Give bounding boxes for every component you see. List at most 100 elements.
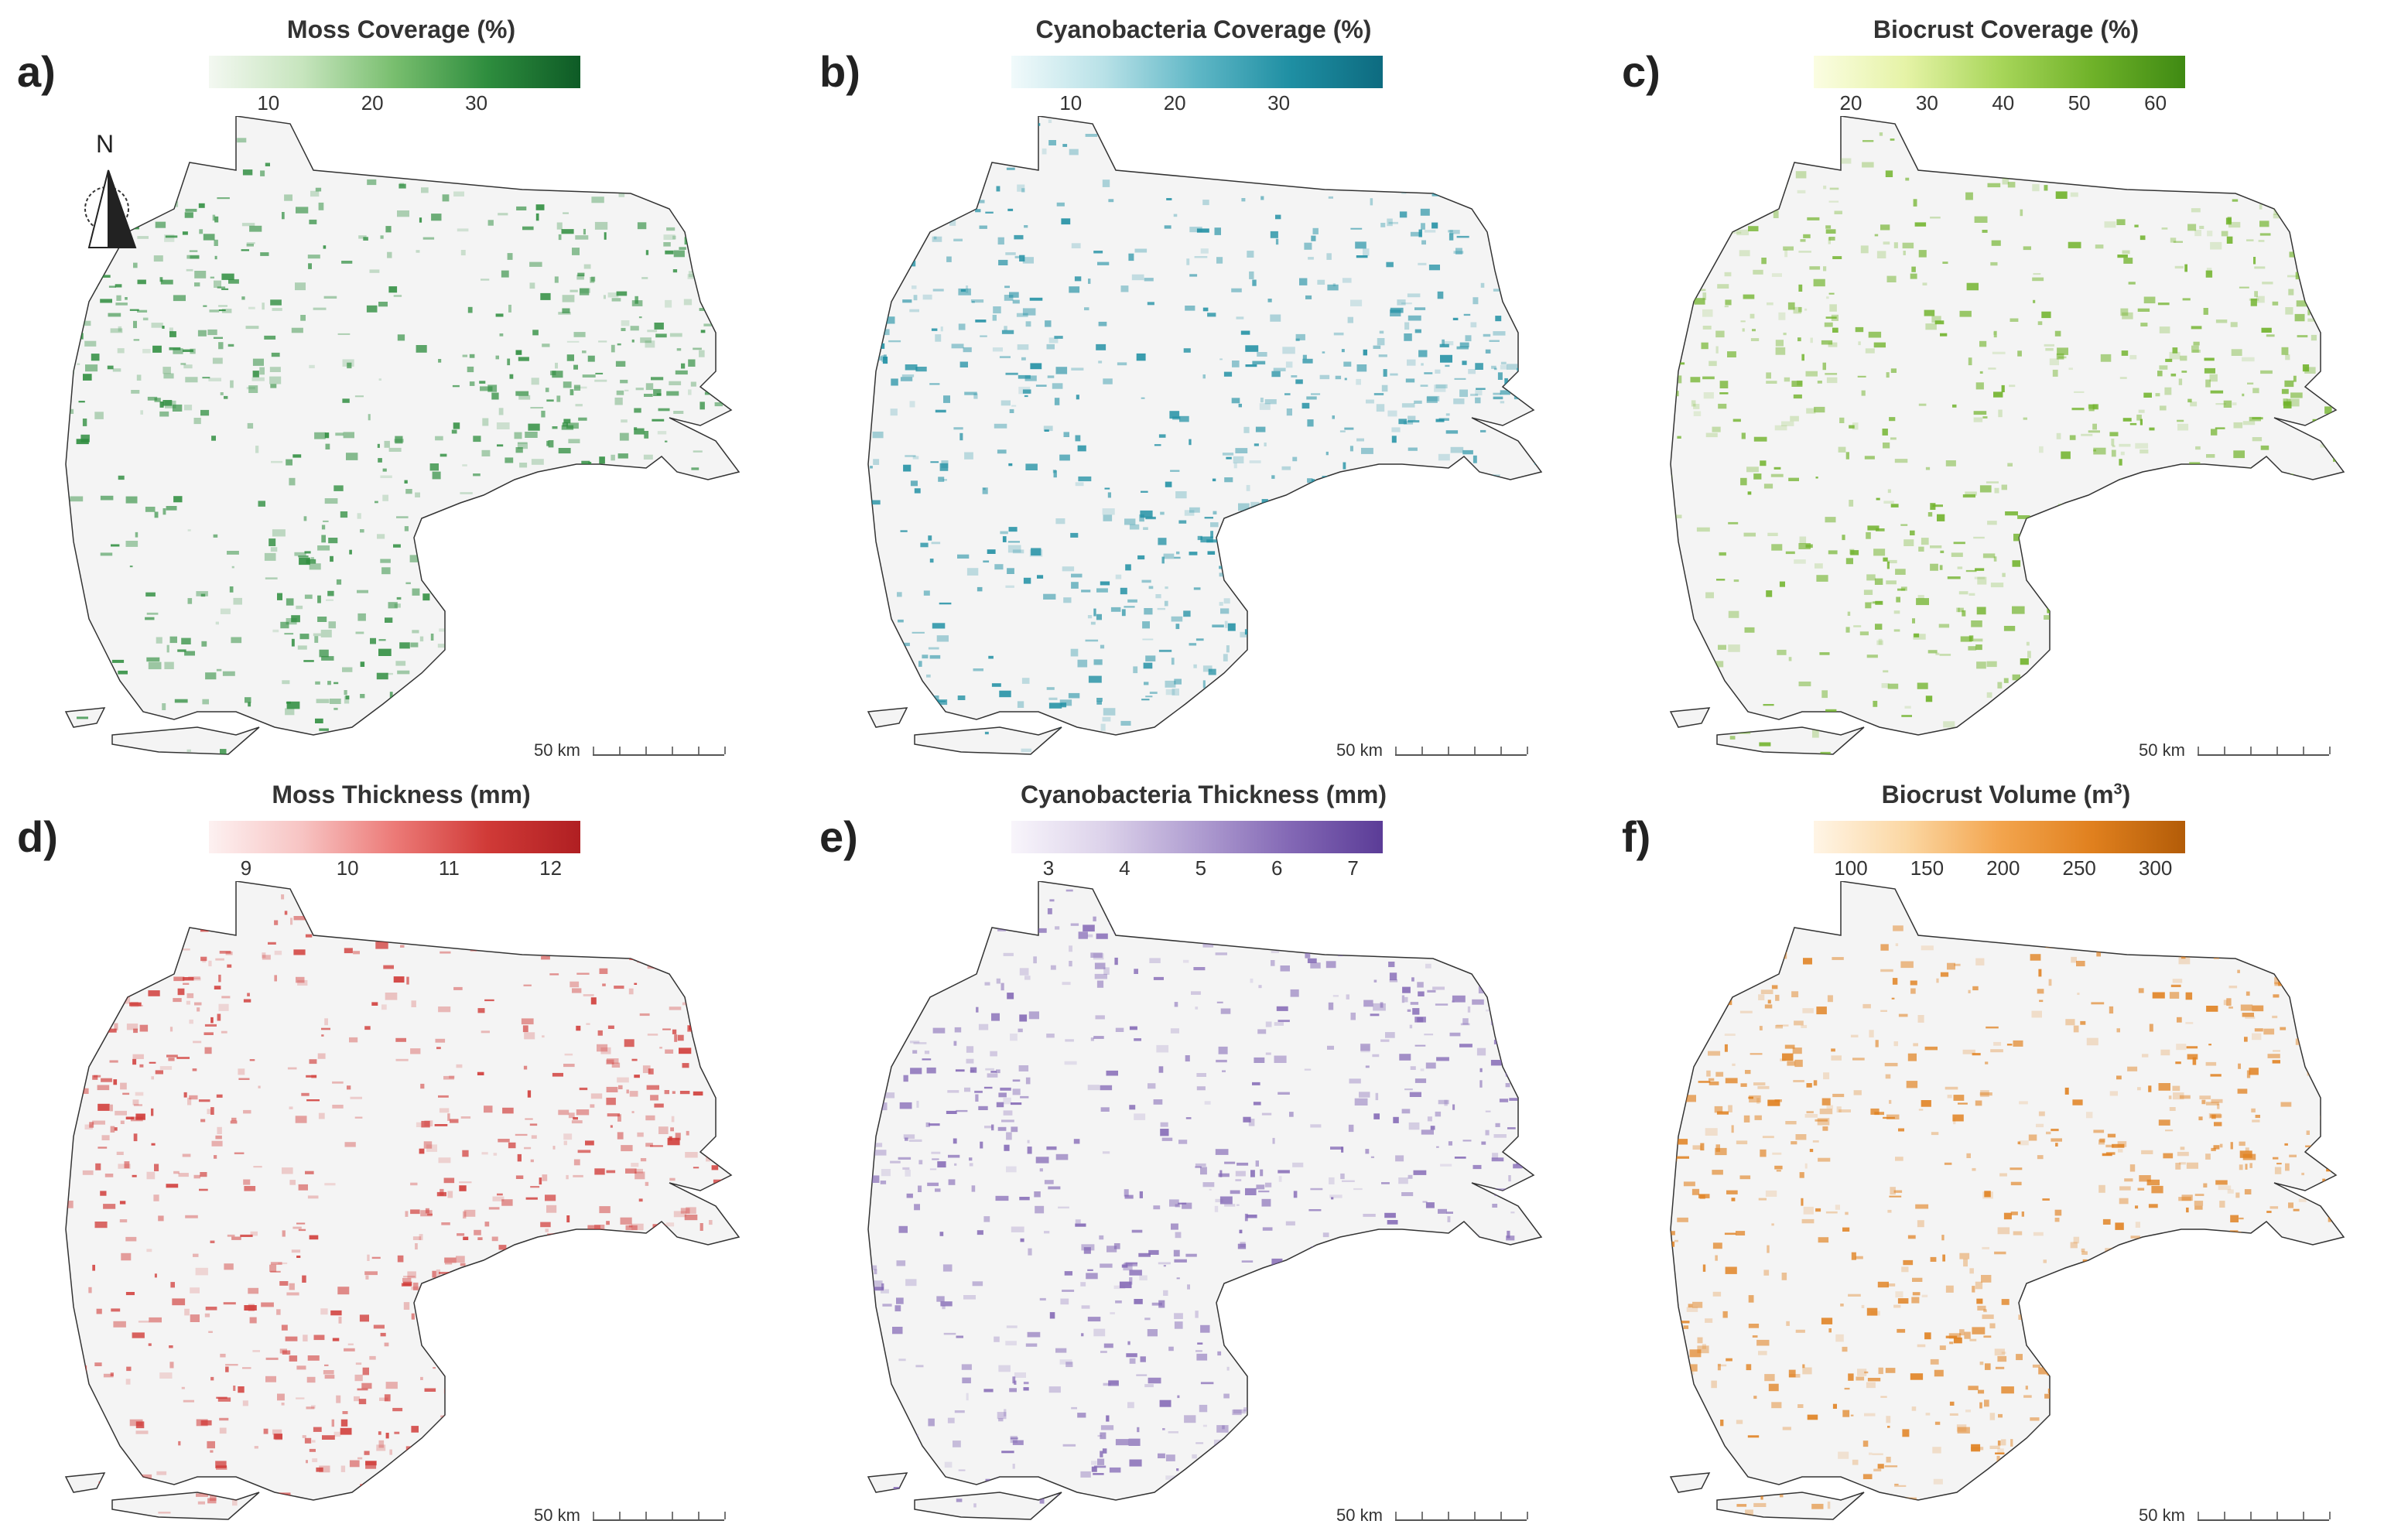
region-map (1651, 881, 2363, 1523)
region-map-svg (1669, 116, 2345, 755)
panel-letter: a) (17, 47, 56, 96)
scale-bar-line (1395, 747, 1528, 756)
map-panel-a: a) Moss Coverage (%) 10 20 30 50 km N (0, 0, 802, 765)
panel-letter: f) (1622, 812, 1651, 861)
scale-bar-tick (2303, 1512, 2304, 1519)
legend-tick-label: 100 (1834, 856, 1868, 880)
legend-title-text: Biocrust Volume (m (1881, 781, 2114, 808)
region-map (46, 881, 758, 1523)
scale-bar-label: 50 km (534, 740, 580, 760)
legend-title: Moss Coverage (%) (286, 15, 516, 43)
legend-tick-label: 10 (1059, 91, 1083, 114)
region-lobe (867, 1472, 908, 1493)
region-map (849, 116, 1561, 758)
scale-bar-tick (2224, 1512, 2225, 1519)
north-arrow-icon (84, 169, 137, 248)
scale-bar-tick (1395, 747, 1397, 754)
legend-tick-label: 150 (1910, 856, 1945, 880)
region-map (1651, 116, 2363, 758)
legend-title: Cyanobacteria Coverage (%) (1035, 15, 1372, 43)
legend-tick-label: 30 (465, 91, 488, 114)
scale-bar-tick (1474, 747, 1476, 754)
region-outline (65, 881, 741, 1501)
map-panel-c: c) Biocrust Coverage (%) 20 30 40 50 60 50 km (1605, 0, 2407, 765)
scale-bar-line (2198, 747, 2331, 756)
scale-bar-tick (2250, 1512, 2252, 1519)
region-map-svg (1669, 881, 2345, 1520)
legend-tick-label: 250 (2062, 856, 2096, 880)
scale-bar-tick (672, 1512, 673, 1519)
scale-bar-tick (1421, 1512, 1423, 1519)
scale-bar-label: 50 km (2139, 740, 2185, 760)
region-map-svg (64, 881, 741, 1520)
scale-bar-tick (645, 747, 647, 754)
legend-color-bar (1814, 821, 2185, 853)
legend-tick-label: 11 (438, 856, 460, 880)
legend-color-bar (1011, 821, 1383, 853)
legend-tick-label: 6 (1271, 856, 1283, 880)
region-lobe (1716, 726, 1865, 755)
legend-tick-label: 3 (1042, 856, 1055, 880)
legend-color-bar (209, 56, 580, 88)
scale-bar-tick (698, 747, 699, 754)
scale-bar-label: 50 km (534, 1505, 580, 1525)
scale-bar-tick (1527, 747, 1528, 754)
scale-bar-tick (2250, 747, 2252, 754)
legend-title: Biocrust Volume (m3) (1881, 781, 2131, 808)
region-map (849, 881, 1561, 1523)
scale-bar-tick (1421, 747, 1423, 754)
legend-tick-label: 30 (1267, 91, 1291, 114)
legend-tick-label: 10 (257, 91, 280, 114)
scale-bar-label: 50 km (1336, 740, 1383, 760)
scale-bar-tick (1500, 747, 1502, 754)
panel-letter: b) (819, 47, 860, 96)
scale-bar-tick (593, 747, 594, 754)
panel-letter: e) (819, 812, 858, 861)
scale-bar-tick (724, 747, 726, 754)
legend-tick-label: 10 (336, 856, 359, 880)
scale-bar-line (593, 1512, 726, 1521)
region-lobe (1669, 707, 1711, 728)
legend-tick-label: 4 (1119, 856, 1130, 880)
scale-bar-tick (1395, 1512, 1397, 1519)
legend-tick-label: 50 (2068, 91, 2091, 114)
region-outline (1670, 116, 2345, 736)
region-lobe (914, 1492, 1062, 1520)
region-lobe (111, 1492, 260, 1520)
region-outline (65, 116, 741, 736)
legend-tick-label: 200 (1986, 856, 2020, 880)
scale-bar-tick (1500, 1512, 1502, 1519)
scale-bar-tick (2303, 747, 2304, 754)
legend-color-bar (1011, 56, 1383, 88)
region-lobe (111, 726, 260, 755)
legend-title: Biocrust Coverage (%) (1873, 15, 2139, 43)
region-lobe (867, 707, 908, 728)
north-label: N (96, 130, 115, 158)
panel-letter: c) (1622, 47, 1661, 96)
legend-tick-label: 7 (1347, 856, 1359, 880)
region-map-svg (867, 116, 1543, 755)
legend-title-exponent: 3 (2113, 781, 2122, 798)
scale-bar-line (1395, 1512, 1528, 1521)
legend-title: Cyanobacteria Thickness (mm) (1020, 781, 1387, 808)
region-map (46, 116, 758, 758)
scale-bar-tick (2198, 747, 2199, 754)
scale-bar-tick (2329, 1512, 2331, 1519)
region-lobe (1716, 1492, 1865, 1520)
scale-bar-tick (2198, 1512, 2199, 1519)
region-outline (867, 116, 1543, 736)
legend-color-bar (1814, 56, 2185, 88)
map-panel-e: e) Cyanobacteria Thickness (mm) 3 4 5 6 7 50 km (802, 765, 1605, 1530)
scale-bar-tick (2276, 747, 2278, 754)
scale-bar-tick (1527, 1512, 1528, 1519)
legend-tick-label: 300 (2138, 856, 2173, 880)
scale-bar-tick (2224, 747, 2225, 754)
map-panel-d: d) Moss Thickness (mm) 9 10 11 12 50 km (0, 765, 802, 1530)
region-map-svg (867, 881, 1543, 1520)
scale-bar-tick (672, 747, 673, 754)
scale-bar-label: 50 km (1336, 1505, 1383, 1525)
scale-bar-tick (1474, 1512, 1476, 1519)
scale-bar-line (2198, 1512, 2331, 1521)
scale-bar-line (593, 747, 726, 756)
scale-bar-tick (619, 1512, 621, 1519)
